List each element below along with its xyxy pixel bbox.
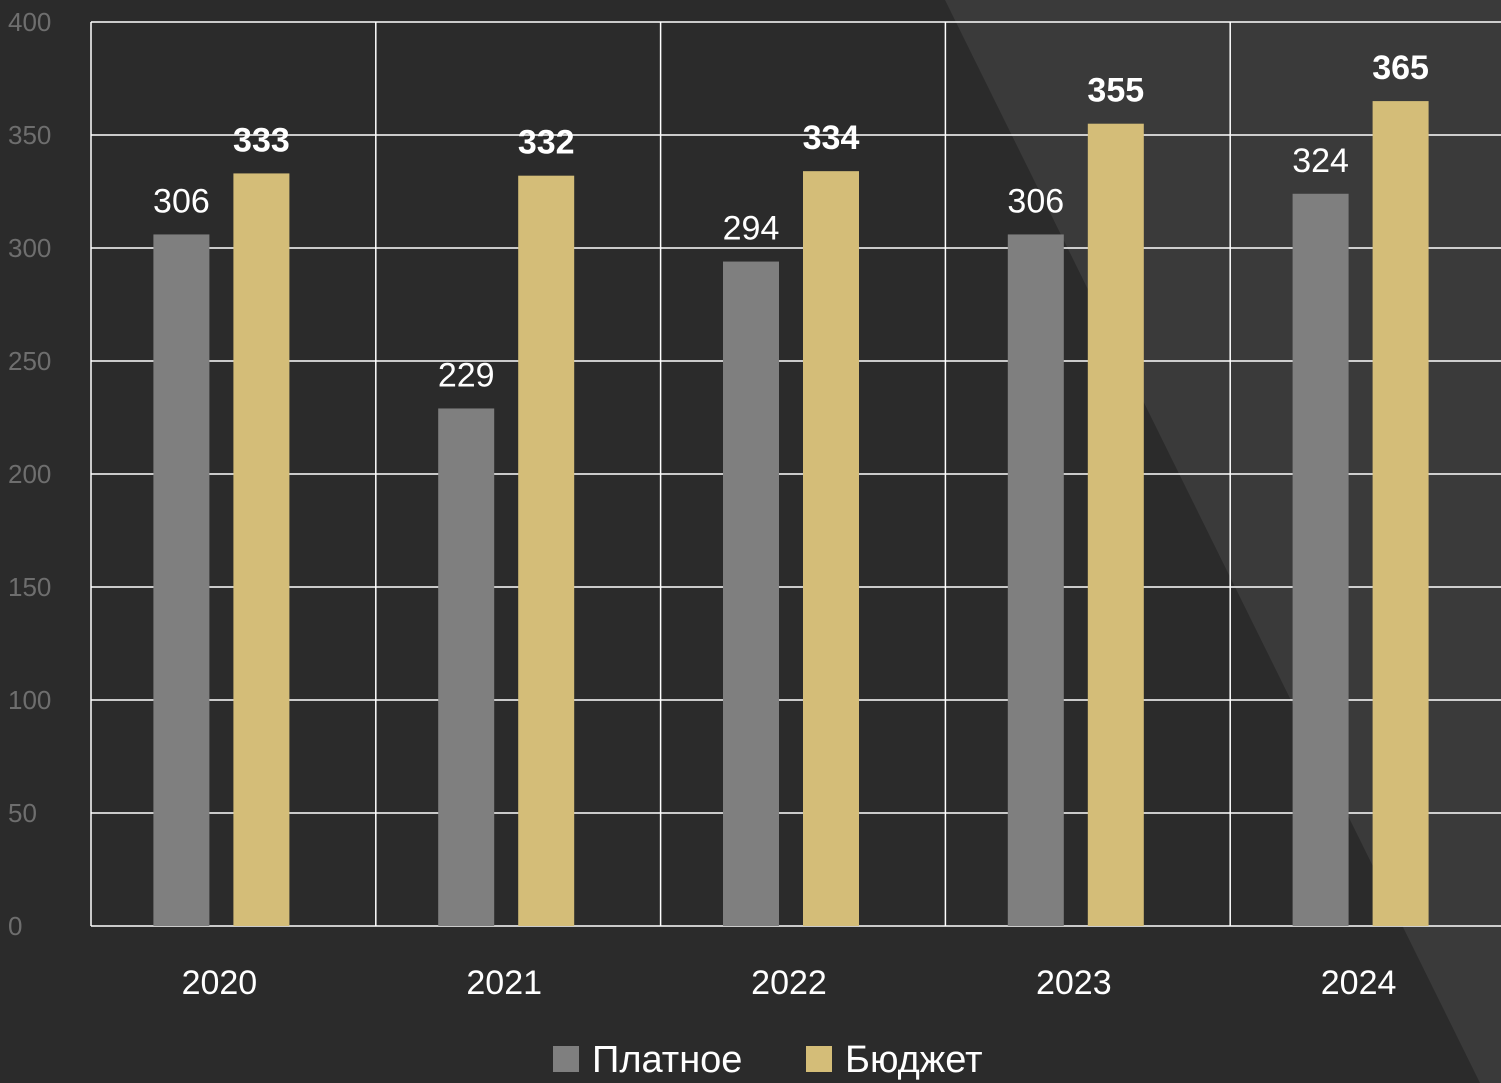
bar-1-2024 xyxy=(1372,101,1429,927)
gridlines xyxy=(90,21,1501,927)
bars xyxy=(153,101,1429,927)
x-tick-label-2024: 2024 xyxy=(1321,964,1397,1002)
bar-1-2023 xyxy=(1087,123,1144,926)
value-label-1-2022: 334 xyxy=(803,119,860,157)
bar-0-2024 xyxy=(1292,193,1349,926)
y-tick-label-0: 0 xyxy=(8,911,22,941)
y-tick-label-50: 50 xyxy=(8,798,37,828)
legend-swatch-platnoe xyxy=(553,1046,579,1072)
y-tick-label-400: 400 xyxy=(8,7,51,37)
y-tick-label-300: 300 xyxy=(8,233,51,263)
y-tick-label-200: 200 xyxy=(8,459,51,489)
value-label-0-2023: 306 xyxy=(1007,182,1064,220)
value-label-0-2024: 324 xyxy=(1292,142,1349,180)
bar-0-2022 xyxy=(723,261,779,926)
value-label-0-2020: 306 xyxy=(153,182,210,220)
bar-1-2022 xyxy=(803,171,859,926)
bar-0-2023 xyxy=(1007,234,1064,926)
bar-0-2020 xyxy=(153,234,210,926)
y-tick-label-350: 350 xyxy=(8,120,51,150)
bar-1-2020 xyxy=(233,173,290,927)
y-axis-ticks: 0 50 100 150 200 250 300 350 400 xyxy=(8,7,51,941)
x-tick-label-2023: 2023 xyxy=(1036,964,1112,1002)
x-tick-label-2021: 2021 xyxy=(466,964,542,1002)
y-tick-label-150: 150 xyxy=(8,572,51,602)
legend: Платное Бюджет xyxy=(553,1039,982,1081)
x-axis-labels: 2020 2021 2022 2023 2024 xyxy=(182,964,1397,1002)
value-label-1-2021: 332 xyxy=(518,124,575,162)
bar-1-2021 xyxy=(518,175,575,926)
value-label-0-2022: 294 xyxy=(723,210,780,248)
x-tick-label-2022: 2022 xyxy=(751,964,827,1002)
x-tick-label-2020: 2020 xyxy=(182,964,258,1002)
value-label-1-2024: 365 xyxy=(1372,49,1429,87)
value-label-1-2023: 355 xyxy=(1087,72,1144,110)
bar-0-2021 xyxy=(438,408,495,927)
legend-swatch-budget xyxy=(806,1046,832,1072)
y-tick-label-100: 100 xyxy=(8,685,51,715)
legend-label-budget: Бюджет xyxy=(845,1039,982,1081)
legend-label-platnoe: Платное xyxy=(592,1039,742,1081)
value-labels: 306 333 229 332 294 334 306 355 324 365 xyxy=(153,49,1429,394)
value-label-1-2020: 333 xyxy=(233,121,290,159)
y-tick-label-250: 250 xyxy=(8,346,51,376)
value-label-0-2021: 229 xyxy=(438,356,495,394)
